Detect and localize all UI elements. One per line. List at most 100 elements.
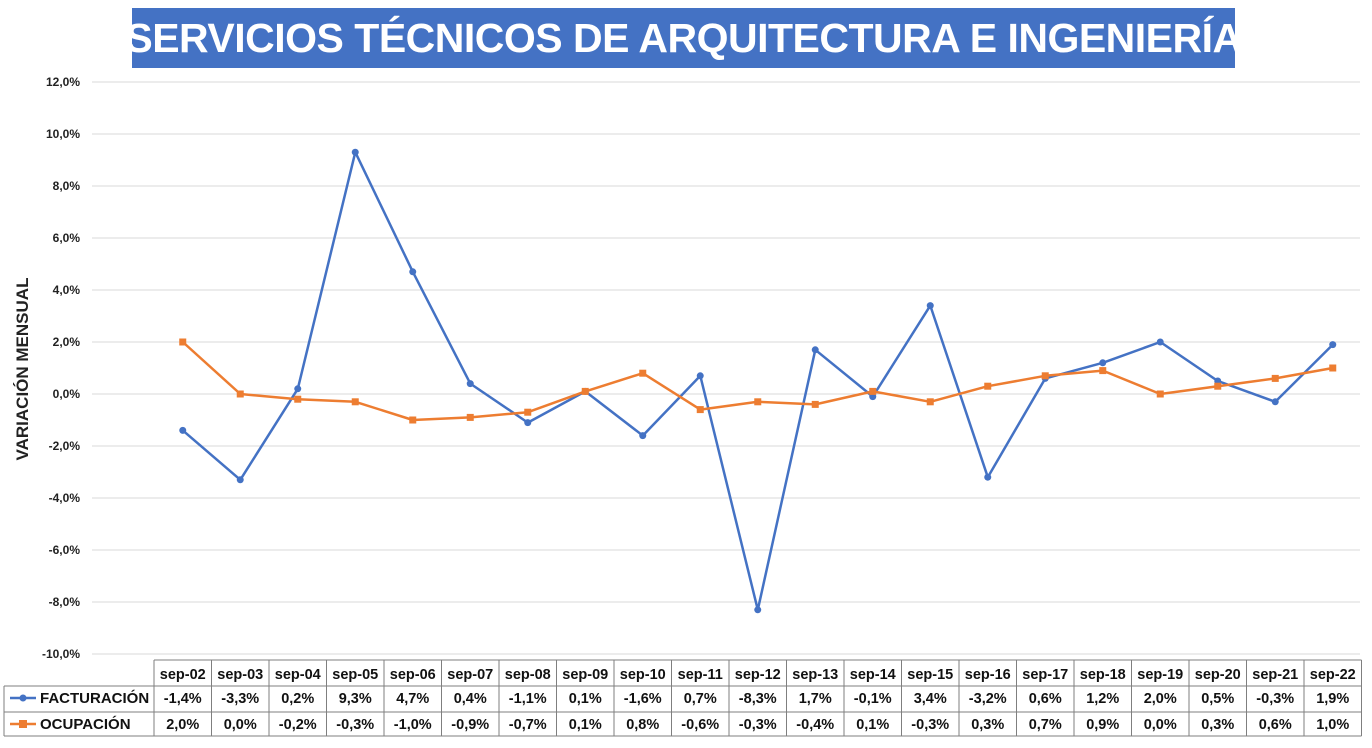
data-point: [294, 385, 302, 393]
table-value-cell: -1,0%: [394, 717, 432, 733]
table-value-cell: 0,7%: [1029, 717, 1062, 733]
data-point: [811, 400, 819, 408]
y-tick-label: 2,0%: [53, 335, 81, 349]
x-category-label: sep-13: [792, 667, 838, 683]
table-value-cell: 1,7%: [799, 691, 832, 707]
x-category-label: sep-07: [447, 667, 493, 683]
table-value-cell: 0,6%: [1029, 691, 1062, 707]
table-value-cell: -1,4%: [164, 691, 202, 707]
series-facturacion: [179, 148, 1337, 614]
x-category-label: sep-10: [620, 667, 666, 683]
y-tick-label: 4,0%: [53, 283, 81, 297]
table-value-cell: -0,3%: [1256, 691, 1294, 707]
data-point: [466, 413, 474, 421]
data-point: [409, 416, 417, 424]
table-value-cell: 0,0%: [224, 717, 257, 733]
legend-marker: [19, 694, 27, 702]
table-value-cell: 1,0%: [1316, 717, 1349, 733]
y-tick-label: 6,0%: [53, 231, 81, 245]
x-category-label: sep-02: [160, 667, 206, 683]
table-value-cell: -0,6%: [681, 717, 719, 733]
table-value-cell: -0,3%: [911, 717, 949, 733]
x-category-label: sep-20: [1195, 667, 1241, 683]
data-point: [1214, 382, 1222, 390]
series-ocupacion: [179, 338, 1337, 424]
data-point: [1329, 364, 1337, 372]
data-point: [351, 148, 359, 156]
table-value-cell: -0,9%: [451, 717, 489, 733]
data-point: [466, 380, 474, 388]
x-category-label: sep-05: [332, 667, 378, 683]
x-category-label: sep-04: [275, 667, 321, 683]
y-axis-ticks: 12,0% 10,0% 8,0% 6,0% 4,0% 2,0% 0,0% -2,0% -4,0%…: [42, 75, 80, 661]
y-tick-label: 0,0%: [53, 387, 81, 401]
data-point: [294, 395, 302, 403]
data-point: [754, 398, 762, 406]
table-value-cell: 2,0%: [1144, 691, 1177, 707]
table-value-cell: 0,2%: [281, 691, 314, 707]
table-value-cell: 0,8%: [626, 717, 659, 733]
x-category-label: sep-09: [562, 667, 608, 683]
y-tick-label: -2,0%: [49, 439, 81, 453]
table-value-cell: -0,3%: [739, 717, 777, 733]
data-point: [236, 390, 244, 398]
series-lines: [179, 148, 1337, 614]
data-point: [1099, 359, 1107, 367]
data-point: [1329, 341, 1337, 349]
x-category-label: sep-22: [1310, 667, 1356, 683]
data-point: [811, 346, 819, 354]
y-tick-label: 12,0%: [46, 75, 80, 89]
table-value-cell: 3,4%: [914, 691, 947, 707]
table-value-cell: 2,0%: [166, 717, 199, 733]
series-line: [181, 341, 1334, 422]
y-axis-label: VARIACIÓN MENSUAL: [13, 278, 32, 461]
x-category-label: sep-15: [907, 667, 953, 683]
x-category-label: sep-08: [505, 667, 551, 683]
table-value-cell: 0,3%: [971, 717, 1004, 733]
data-point: [179, 338, 187, 346]
y-tick-label: -10,0%: [42, 647, 80, 661]
table-value-cell: -0,4%: [796, 717, 834, 733]
x-category-label: sep-11: [678, 667, 723, 683]
data-point: [984, 473, 992, 481]
data-point: [926, 398, 934, 406]
table-value-cell: 0,5%: [1201, 691, 1234, 707]
table-value-cell: 0,1%: [569, 717, 602, 733]
table-value-cell: 0,0%: [1144, 717, 1177, 733]
table-value-cell: 0,1%: [856, 717, 889, 733]
table-value-cell: 0,3%: [1201, 717, 1234, 733]
x-category-label: sep-19: [1137, 667, 1183, 683]
data-point: [984, 382, 992, 390]
x-category-label: sep-21: [1252, 667, 1298, 683]
table-value-cell: -8,3%: [739, 691, 777, 707]
data-table: sep-02 sep-03 sep-04 sep-05 sep-06 sep-07 sep-…: [3, 659, 1362, 737]
y-tick-label: 10,0%: [46, 127, 80, 141]
table-value-cell: 0,4%: [454, 691, 487, 707]
legend-series-name: FACTURACIÓN: [40, 689, 149, 707]
legend-series-name: OCUPACIÓN: [40, 715, 131, 733]
data-point: [581, 387, 589, 395]
data-point: [1099, 367, 1107, 375]
grid-lines: [92, 81, 1360, 655]
x-category-label: sep-18: [1080, 667, 1126, 683]
x-category-label: sep-16: [965, 667, 1011, 683]
chart-title: SERVICIOS TÉCNICOS DE ARQUITECTURA E ING…: [125, 14, 1242, 61]
data-point: [179, 426, 187, 434]
x-category-label: sep-14: [850, 667, 896, 683]
table-value-cell: -0,2%: [279, 717, 317, 733]
data-point: [409, 268, 417, 276]
table-value-cell: 9,3%: [339, 691, 372, 707]
data-point: [639, 369, 647, 377]
table-value-cell: 1,9%: [1316, 691, 1349, 707]
series-line: [181, 150, 1334, 612]
data-point: [926, 302, 934, 310]
x-category-label: sep-06: [390, 667, 436, 683]
table-value-cell: -0,1%: [854, 691, 892, 707]
table-value-cell: 0,1%: [569, 691, 602, 707]
table-value-cell: -1,6%: [624, 691, 662, 707]
x-category-label: sep-03: [217, 667, 263, 683]
data-point: [1041, 372, 1049, 380]
y-tick-label: -4,0%: [49, 491, 81, 505]
x-category-label: sep-12: [735, 667, 781, 683]
table-value-cell: 4,7%: [396, 691, 429, 707]
